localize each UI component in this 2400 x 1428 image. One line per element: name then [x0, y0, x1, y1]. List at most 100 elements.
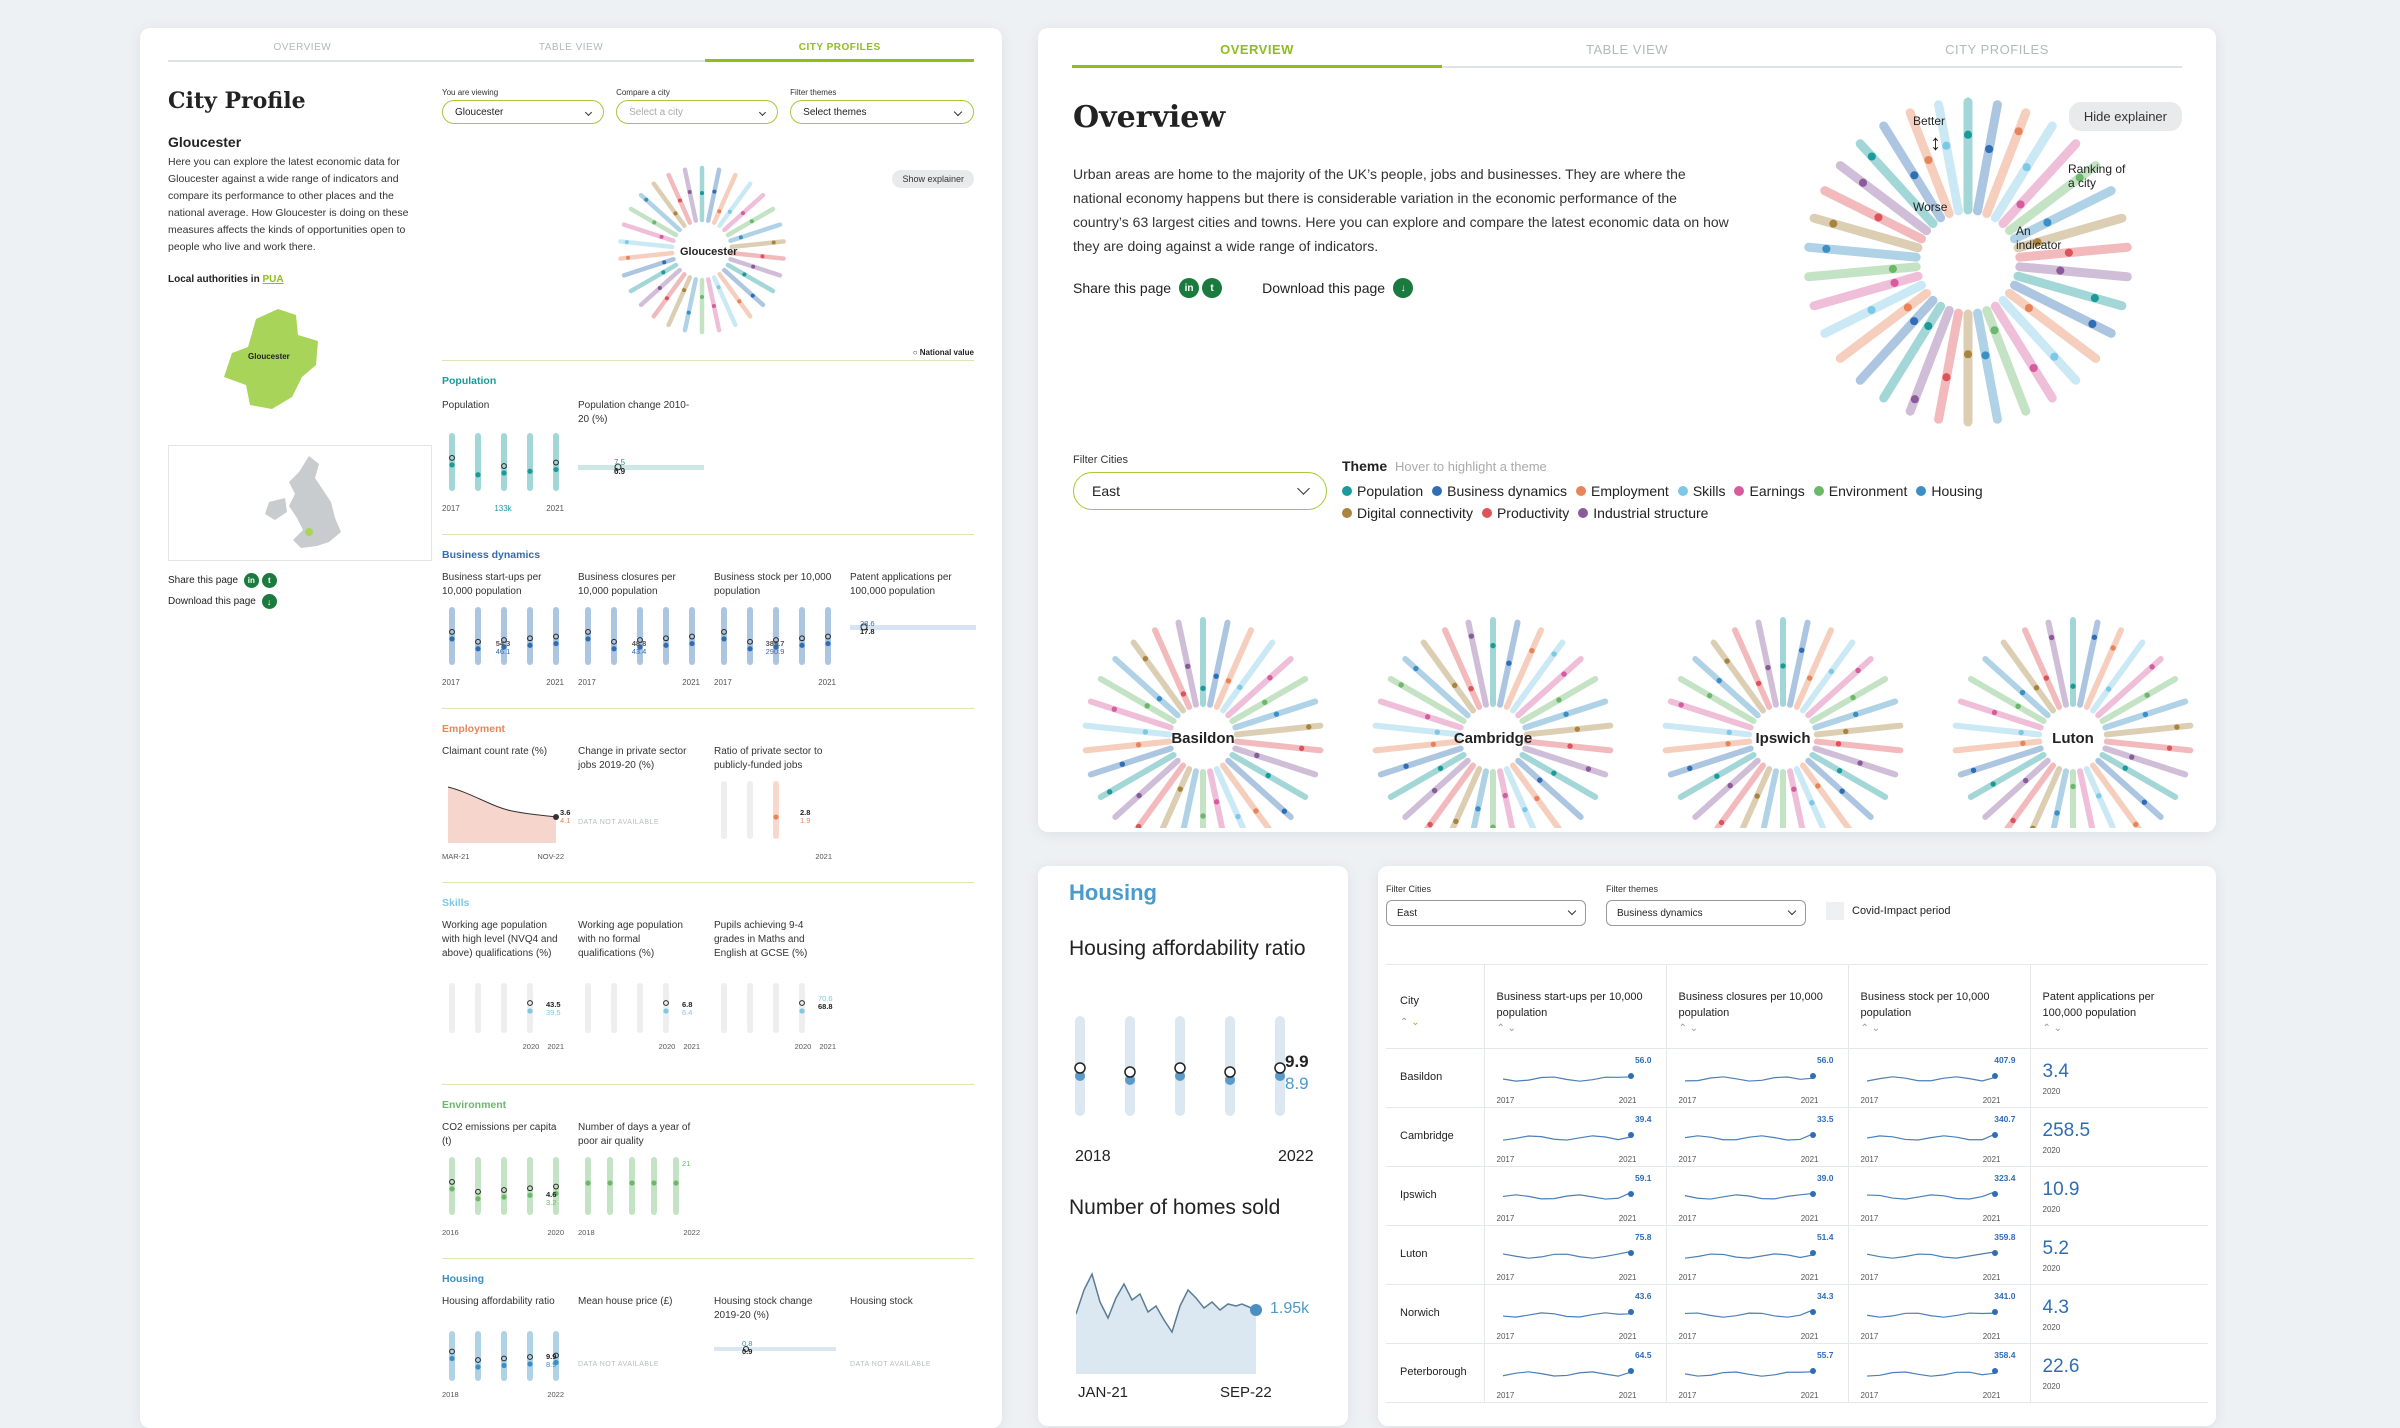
mini-dot	[799, 1008, 805, 1014]
pua-link[interactable]: PUA	[262, 274, 284, 285]
radial-dot	[2029, 363, 2038, 373]
cell-value: 55.7	[1816, 1350, 1834, 1360]
download-icon[interactable]: ↓	[1393, 278, 1414, 298]
table-row[interactable]: Ipswich 59.1 2017 2021 39.0 2017 2021 323.4 2017…	[1386, 1166, 2208, 1226]
sparkline-cell[interactable]: 34.3 2017 2021	[1666, 1284, 1849, 1344]
hide-explainer-button[interactable]: Hide explainer	[2068, 102, 2182, 131]
theme-name: Industrial structure	[1593, 505, 1709, 521]
explainer-arrow-icon: ↕	[1930, 130, 1941, 155]
city-radial[interactable]: Ipswich	[1658, 588, 1908, 832]
theme-item[interactable]: Employment	[1576, 480, 1669, 502]
value-label: 21	[682, 1159, 691, 1168]
sparkline-cell[interactable]: 323.4 2017 2021	[1848, 1166, 2031, 1226]
city-radial[interactable]: Luton	[1948, 588, 2198, 832]
axis-year: 2017	[1496, 1273, 1515, 1282]
theme-item[interactable]: Environment	[1813, 480, 1907, 502]
mini-bar	[553, 607, 559, 665]
mini-dot	[449, 462, 455, 468]
sort-icon[interactable]: ⌃ ⌄	[1400, 1017, 1420, 1028]
sparkline-end-dot	[1627, 1191, 1634, 1197]
theme-item[interactable]: Housing	[1916, 480, 1983, 502]
tab-table-view[interactable]: TABLE VIEW	[1442, 28, 1812, 68]
filter-cities-select[interactable]: East	[1073, 472, 1327, 510]
cell-value: 22.6	[2042, 1356, 2080, 1377]
table-row[interactable]: Norwich 43.6 2017 2021 34.3 2017 2021 341.0 2017…	[1386, 1284, 2208, 1344]
theme-item[interactable]: Population	[1342, 480, 1423, 502]
value-label: 48.8	[631, 639, 647, 648]
tab-overview[interactable]: OVERVIEW	[1072, 28, 1442, 68]
sparkline-cell[interactable]: 33.5 2017 2021	[1666, 1107, 1849, 1167]
col-patents[interactable]: Patent applications per 100,000 populati…	[2030, 964, 2208, 1049]
sparkline-cell[interactable]: 59.1 2017 2021	[1484, 1166, 1667, 1226]
show-explainer-button[interactable]: Show explainer	[892, 170, 974, 188]
twitter-icon[interactable]: t	[261, 573, 277, 588]
radial-dot	[742, 272, 747, 277]
sparkline-cell[interactable]: 43.6 2017 2021	[1484, 1284, 1667, 1344]
tab-overview[interactable]: OVERVIEW	[168, 28, 437, 62]
table-row[interactable]: Luton 75.8 2017 2021 51.4 2017 2021 359.8 2017 20…	[1386, 1225, 2208, 1285]
col-closures[interactable]: Business closures per 10,000 population ⌃…	[1666, 964, 1849, 1049]
sparkline-cell[interactable]: 359.8 2017 2021	[1848, 1225, 2031, 1285]
radial-dot	[1529, 648, 1535, 654]
radial-spoke	[725, 262, 776, 294]
theme-item[interactable]: Business dynamics	[1432, 480, 1567, 502]
sort-icon[interactable]: ⌃ ⌄	[1860, 1023, 1881, 1034]
sparkline-cell[interactable]: 39.4 2017 2021	[1484, 1107, 1667, 1167]
col-startups[interactable]: Business start-ups per 10,000 population…	[1484, 964, 1667, 1049]
sparkline-cell[interactable]: 51.4 2017 2021	[1666, 1225, 1849, 1285]
radial-dot	[1706, 692, 1713, 699]
tab-city-profiles[interactable]: CITY PROFILES	[1812, 28, 2182, 68]
sparkline-cell[interactable]: 407.9 2017 2021	[1848, 1048, 2031, 1108]
sort-icon[interactable]: ⌃ ⌄	[1678, 1023, 1699, 1034]
linkedin-icon[interactable]: in	[243, 573, 259, 588]
sparkline	[1866, 1309, 1998, 1318]
overview-share-row: Share this page in t Download this page ↓	[1073, 278, 1414, 298]
theme-item[interactable]: Earnings	[1734, 480, 1805, 502]
col-city[interactable]: City ⌃ ⌄	[1386, 964, 1485, 1049]
table-row[interactable]: Basildon 56.0 2017 2021 56.0 2017 2021 407.9 201…	[1386, 1048, 2208, 1108]
sparkline-cell[interactable]: 64.5 2017 2021	[1484, 1343, 1667, 1403]
compare-select[interactable]: Select a city	[616, 100, 779, 124]
twitter-icon[interactable]: t	[1202, 278, 1223, 298]
col-stock[interactable]: Business stock per 10,000 population ⌃ ⌄	[1848, 964, 2031, 1049]
compare-placeholder: Select a city	[629, 106, 683, 118]
download-icon[interactable]: ↓	[261, 594, 277, 609]
theme-item[interactable]: Skills	[1677, 480, 1725, 502]
mini-bar	[799, 983, 805, 1033]
radial-dot	[1563, 711, 1569, 717]
theme-item[interactable]: Industrial structure	[1578, 502, 1708, 524]
radial-dot	[2050, 352, 2059, 361]
sort-icon[interactable]: ⌃ ⌄	[1496, 1023, 1517, 1034]
table-row[interactable]: Cambridge 39.4 2017 2021 33.5 2017 2021 340.7 20…	[1386, 1107, 2208, 1167]
radial-dot	[673, 211, 678, 216]
sparkline-cell[interactable]: 358.4 2017 2021	[1848, 1343, 2031, 1403]
value-label: 0.9	[742, 1347, 753, 1356]
city-radial[interactable]: Cambridge	[1368, 588, 1618, 832]
theme-item[interactable]: Digital connectivity	[1342, 502, 1473, 524]
sparkline-cell[interactable]: 56.0 2017 2021	[1484, 1048, 1667, 1108]
theme-item[interactable]: Productivity	[1481, 502, 1569, 524]
sparkline-cell[interactable]: 341.0 2017 2021	[1848, 1284, 2031, 1344]
table-row[interactable]: Peterborough 64.5 2017 2021 55.7 2017 2021 358.…	[1386, 1343, 2208, 1403]
filter-cities-select[interactable]: East	[1386, 900, 1586, 926]
linkedin-icon[interactable]: in	[1179, 278, 1200, 298]
radial-dot	[1135, 823, 1142, 830]
axis-year: 2021	[1982, 1096, 2001, 1105]
sparkline-cell[interactable]: 39.0 2017 2021	[1666, 1166, 1849, 1226]
viewing-select[interactable]: Gloucester	[442, 100, 605, 124]
tab-city-profiles[interactable]: CITY PROFILES	[705, 28, 975, 62]
sparkline-cell[interactable]: 75.8 2017 2021	[1484, 1225, 1667, 1285]
filter-themes-select[interactable]: Select themes	[790, 100, 974, 124]
national-dot	[527, 635, 533, 642]
sparkline-cell[interactable]: 55.7 2017 2021	[1666, 1343, 1849, 1403]
cell-value: 39.4	[1634, 1114, 1652, 1124]
patents-cell: 3.4 2020	[2030, 1048, 2208, 1108]
sparkline-cell[interactable]: 56.0 2017 2021	[1666, 1048, 1849, 1108]
value-label: 6.8	[682, 1000, 693, 1009]
city-radial[interactable]: Basildon	[1078, 588, 1328, 832]
sparkline-cell[interactable]: 340.7 2017 2021	[1848, 1107, 2031, 1167]
sort-icon[interactable]: ⌃ ⌄	[2042, 1023, 2063, 1034]
radial-dot	[2088, 319, 2097, 329]
filter-themes-select[interactable]: Business dynamics	[1606, 900, 1806, 926]
tab-table-view[interactable]: TABLE VIEW	[436, 28, 706, 62]
